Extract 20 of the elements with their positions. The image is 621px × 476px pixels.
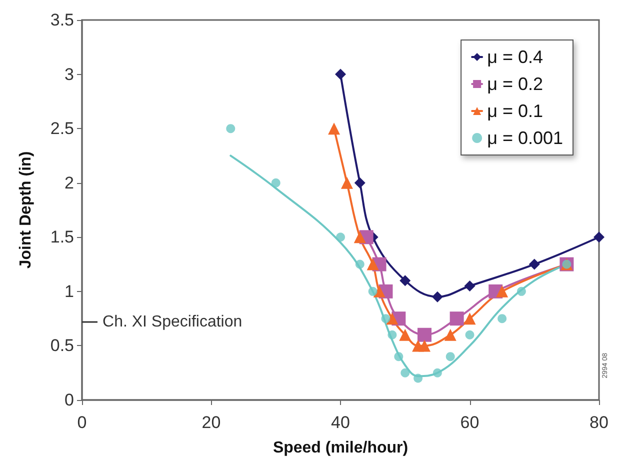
x-tick-label: 40 [331, 413, 350, 432]
ref-line-label: Ch. XI Specification [102, 313, 242, 330]
y-tick-label: 0.5 [50, 336, 74, 356]
x-tick-label: 20 [202, 413, 221, 432]
y-tick-label: 1 [64, 282, 74, 301]
legend-label: μ = 0.4 [487, 47, 543, 67]
y-tick-label: 2.5 [50, 119, 74, 138]
x-tick-label: 60 [460, 413, 480, 432]
x-tick-label: 80 [590, 413, 608, 432]
y-tick-label: 2 [64, 173, 74, 192]
y-axis-title: Joint Depth (in) [18, 151, 34, 269]
legend-label: μ = 0.001 [487, 128, 564, 148]
y-tick-label: 3.5 [50, 10, 74, 30]
x-tick-label: 0 [77, 413, 87, 432]
y-tick-label: 1.5 [50, 228, 74, 247]
y-tick-label: 0 [64, 390, 74, 410]
legend-label: μ = 0.1 [487, 101, 543, 121]
x-axis-title: Speed (mile/hour) [272, 440, 408, 456]
legend-label: μ = 0.2 [487, 74, 543, 94]
y-tick-label: 3 [64, 64, 74, 84]
